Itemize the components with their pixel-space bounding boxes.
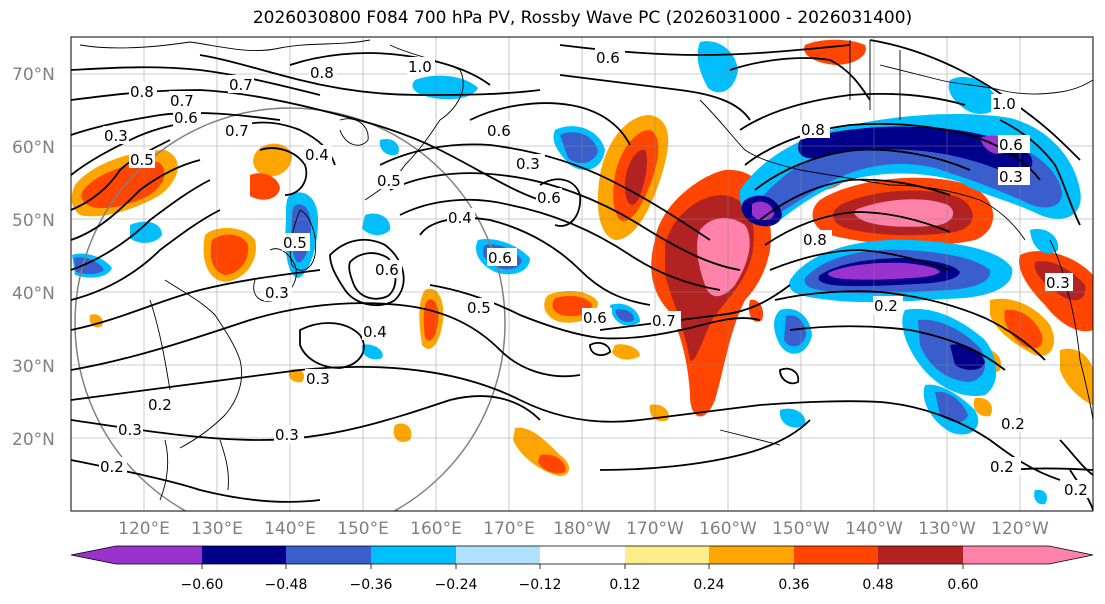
contour-label: 0.3 <box>516 155 540 173</box>
colorbar-segment <box>1049 546 1093 564</box>
map-border <box>70 36 1094 512</box>
colorbar-segment <box>625 546 709 564</box>
colorbar-tick: 0.36 <box>778 577 809 593</box>
lon-label: 160°W <box>699 519 757 539</box>
lon-label: 140°E <box>264 519 316 539</box>
colorbar-tick: 0.48 <box>862 577 893 593</box>
lat-label: 70°N <box>12 65 55 85</box>
lon-label: 170°W <box>626 519 684 539</box>
contour-label: 0.3 <box>104 127 128 145</box>
contour-label: 0.7 <box>652 312 676 330</box>
map-title: 2026030800 F084 700 hPa PV, Rossby Wave … <box>252 8 913 28</box>
contour-label: 0.3 <box>275 426 299 444</box>
contour-label: 0.2 <box>1001 415 1025 433</box>
contour-label: 0.5 <box>467 299 491 317</box>
contour-label: 0.3 <box>265 284 289 302</box>
contour-label: 0.8 <box>801 121 825 139</box>
colorbar-tick: −0.60 <box>181 577 224 593</box>
map-panel: 1.0 0.8 0.7 0.6 0.3 0.5 0.6 0.8 0.7 0.6 … <box>71 37 1093 511</box>
colorbar-tick: −0.48 <box>265 577 308 593</box>
contour-label: 0.4 <box>305 146 329 164</box>
colorbar: −0.60 −0.48 −0.36 −0.24 −0.12 0.12 0.24 … <box>70 545 1094 593</box>
contour-label: 0.8 <box>130 83 154 101</box>
colorbar-segment <box>71 546 116 564</box>
contour-label: 0.6 <box>583 309 607 327</box>
longitude-labels: 120°E 130°E 140°E 150°E 160°E 170°E 180°… <box>118 519 1049 539</box>
colorbar-tick: −0.24 <box>435 577 478 593</box>
colorbar-segment <box>286 546 371 564</box>
lon-label: 150°E <box>337 519 389 539</box>
lon-label: 120°W <box>991 519 1049 539</box>
contour-label: 0.6 <box>487 122 511 140</box>
contour-label: 0.5 <box>377 172 401 190</box>
contour-label: 0.5 <box>130 151 154 169</box>
contour-label: 0.3 <box>118 421 142 439</box>
contour-label: 0.3 <box>1046 274 1070 292</box>
contour-label: 0.7 <box>170 92 194 110</box>
contour-labels: 1.0 0.8 0.7 0.6 0.3 0.5 0.6 0.8 0.7 0.6 … <box>99 48 1091 499</box>
colorbar-segment <box>116 546 202 564</box>
lon-label: 130°W <box>918 519 976 539</box>
lat-label: 40°N <box>12 284 55 304</box>
colorbar-segment <box>794 546 878 564</box>
lon-label: 160°E <box>410 519 462 539</box>
contour-label: 0.3 <box>306 370 330 388</box>
contour-label: 1.0 <box>408 58 432 76</box>
contour-label: 0.8 <box>803 231 827 249</box>
contour-label: 0.2 <box>874 297 898 315</box>
lon-label: 170°E <box>483 519 535 539</box>
latitude-labels: 70°N 60°N 50°N 40°N 30°N 20°N <box>12 65 55 450</box>
contour-label: 0.6 <box>488 249 512 267</box>
contour-label: 0.3 <box>999 168 1023 186</box>
lat-label: 30°N <box>12 357 55 377</box>
contour-label: 0.6 <box>596 49 620 67</box>
colorbar-tick: 0.60 <box>947 577 978 593</box>
contour-label: 0.6 <box>375 261 399 279</box>
contour-label: 0.5 <box>283 234 307 252</box>
lat-label: 60°N <box>12 138 55 158</box>
contour-label: 0.7 <box>229 76 253 94</box>
lon-label: 180°W <box>553 519 611 539</box>
contour-label: 0.2 <box>148 396 172 414</box>
lon-label: 130°E <box>191 519 243 539</box>
lon-label: 120°E <box>118 519 170 539</box>
colorbar-segment <box>371 546 456 564</box>
colorbar-tick: 0.12 <box>609 577 640 593</box>
contour-label: 0.2 <box>1064 481 1088 499</box>
colorbar-segment <box>540 546 625 564</box>
colorbar-segment <box>709 546 794 564</box>
graticule <box>71 37 1093 511</box>
lon-label: 140°W <box>845 519 903 539</box>
contour-label: 0.6 <box>537 189 561 207</box>
colorbar-tick: 0.24 <box>693 577 724 593</box>
colorbar-tick: −0.12 <box>519 577 562 593</box>
contour-label: 0.4 <box>448 209 472 227</box>
colorbar-segment <box>202 546 286 564</box>
colorbar-tick: −0.36 <box>350 577 393 593</box>
contour-label: 0.8 <box>310 64 334 82</box>
contour-label: 0.4 <box>363 323 387 341</box>
colorbar-segment <box>963 546 1049 564</box>
lat-label: 20°N <box>12 430 55 450</box>
contour-label: 0.2 <box>990 458 1014 476</box>
contour-label: 0.6 <box>174 109 198 127</box>
contour-label: 0.7 <box>225 122 249 140</box>
colorbar-segment <box>878 546 963 564</box>
contour-label: 1.0 <box>992 95 1016 113</box>
colorbar-segment <box>456 546 540 564</box>
lat-label: 50°N <box>12 211 55 231</box>
contour-label: 0.2 <box>100 458 124 476</box>
contour-label: 0.6 <box>999 136 1023 154</box>
reference-circle <box>74 107 506 511</box>
lon-label: 150°W <box>772 519 830 539</box>
